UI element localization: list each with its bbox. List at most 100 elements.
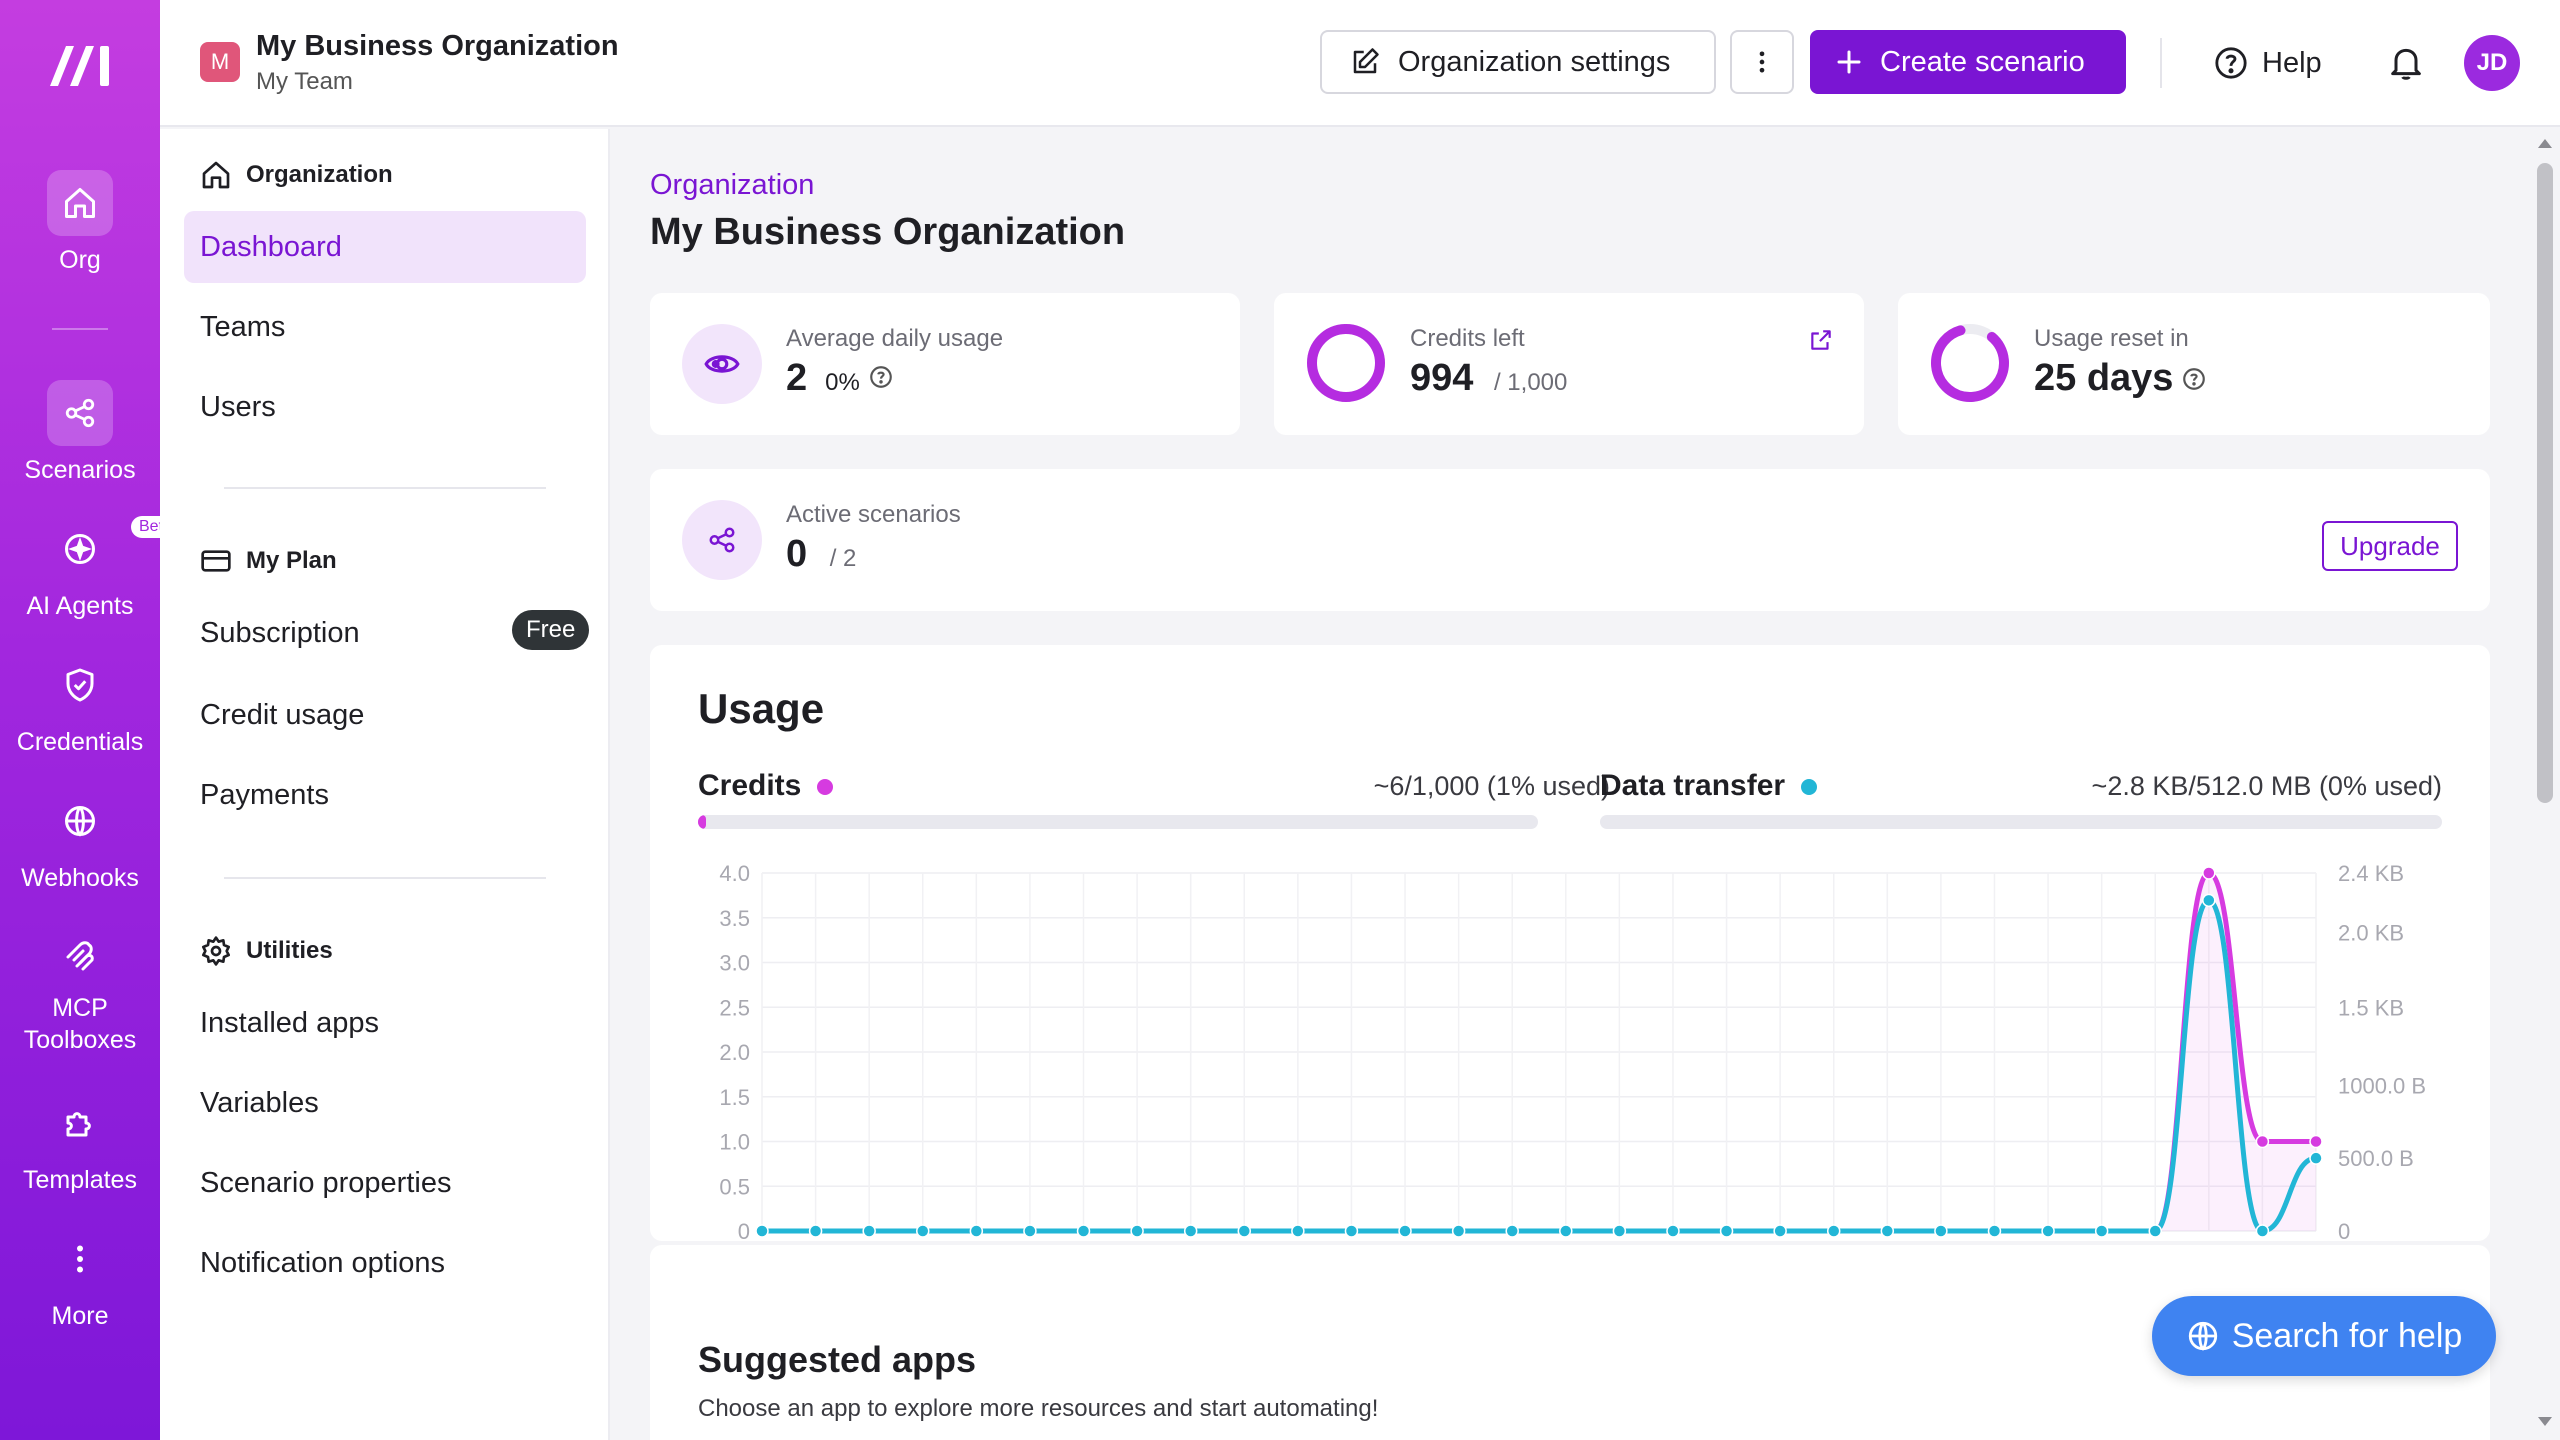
- data-point: [808, 1224, 823, 1238]
- search-for-help-button[interactable]: Search for help: [2152, 1296, 2496, 1376]
- sidebar-divider: [224, 877, 546, 879]
- stat-label: Credits left: [1410, 325, 1525, 352]
- main-rail: Org Scenarios Beta AI Agents Credentials…: [0, 0, 180, 1440]
- reset-value: 25 days: [2034, 357, 2207, 400]
- breadcrumb[interactable]: Organization: [650, 169, 815, 201]
- scroll-down-arrow-icon[interactable]: [2538, 1417, 2552, 1426]
- make-logo-icon[interactable]: [48, 42, 112, 88]
- sidebar-item-subscription[interactable]: Subscription Free: [184, 597, 590, 669]
- rail-label: AI Agents: [26, 592, 134, 620]
- sidebar-divider: [224, 487, 546, 489]
- credit-card-icon: [201, 550, 231, 572]
- sidebar-item-installed-apps[interactable]: Installed apps: [200, 1006, 379, 1039]
- rail-item-credentials[interactable]: Credentials: [0, 652, 160, 758]
- transfer-progress-bar: [1600, 815, 2442, 829]
- usage-chart: 4.0 3.5 3.0 2.5 2.0 1.5 1.0 0.5 0 2.4 KB 2.0 KB 1.5…: [719, 861, 2426, 1241]
- stat-label: Usage reset in: [2034, 325, 2189, 352]
- stat-value: 994: [1410, 357, 1474, 399]
- y-tick-label: 0: [738, 1219, 750, 1241]
- avg-usage-percent: 0%: [825, 369, 860, 396]
- page-scrollbar[interactable]: [2530, 129, 2560, 1440]
- y-tick-label: 3.5: [719, 906, 750, 931]
- bell-icon[interactable]: [2386, 42, 2426, 82]
- rail-label: Webhooks: [21, 864, 139, 892]
- rail-item-webhooks[interactable]: Webhooks: [0, 788, 160, 894]
- rail-label: MCP Toolboxes: [23, 994, 137, 1054]
- data-point: [1880, 1224, 1895, 1238]
- sidebar-item-variables[interactable]: Variables: [200, 1086, 319, 1119]
- eye-icon: [682, 324, 762, 404]
- upgrade-button[interactable]: Upgrade: [2322, 521, 2458, 571]
- rail-item-ai-agents[interactable]: Beta AI Agents: [0, 516, 180, 622]
- mcp-icon: [47, 924, 113, 990]
- scenarios-value: 0 / 2: [786, 533, 856, 576]
- rail-label: Credentials: [16, 728, 144, 756]
- puzzle-icon: [47, 1090, 113, 1156]
- credits-progress-bar: [698, 815, 1538, 829]
- sidebar-item-teams[interactable]: Teams: [200, 310, 286, 343]
- topbar-divider: [2160, 38, 2162, 88]
- rail-item-scenarios[interactable]: Scenarios: [0, 380, 160, 486]
- rail-item-mcp-toolboxes[interactable]: MCP Toolboxes: [0, 924, 160, 1056]
- org-avatar[interactable]: M: [200, 42, 240, 82]
- home-icon: [47, 170, 113, 236]
- data-point: [1183, 1224, 1198, 1238]
- search-for-help-label: Search for help: [2231, 1316, 2463, 1355]
- sidebar-item-payments[interactable]: Payments: [200, 778, 329, 811]
- credits-dot: [817, 779, 834, 796]
- scroll-up-arrow-icon[interactable]: [2538, 139, 2552, 148]
- sidebar-item-dashboard[interactable]: Dashboard: [184, 211, 586, 283]
- data-point: [1934, 1224, 1948, 1238]
- share-nodes-icon: [47, 380, 113, 446]
- more-vertical-icon: [47, 1226, 113, 1292]
- sidebar-item-credit-usage[interactable]: Credit usage: [200, 698, 365, 731]
- active-scenarios-card: Active scenarios 0 / 2 Upgrade: [650, 469, 2490, 611]
- user-avatar[interactable]: JD: [2464, 35, 2520, 91]
- team-name[interactable]: My Team: [256, 68, 353, 95]
- section-heading-label: My Plan: [246, 547, 337, 574]
- data-transfer-legend: Data transfer: [1600, 769, 1818, 803]
- create-scenario-button[interactable]: Create scenario: [1810, 30, 2126, 94]
- organization-section-heading: Organization: [200, 159, 393, 191]
- sidebar-item-notification-options[interactable]: Notification options: [200, 1246, 446, 1279]
- y-tick-label: 2.0: [719, 1040, 750, 1065]
- credits-ring-icon: [1307, 324, 1385, 402]
- main-content: Organization My Business Organization Av…: [612, 129, 2532, 1440]
- more-options-button[interactable]: [1730, 30, 1794, 94]
- y2-tick-label: 1.5 KB: [2338, 995, 2404, 1020]
- data-point: [2041, 1224, 2055, 1238]
- sidebar-item-scenario-properties[interactable]: Scenario properties: [200, 1166, 452, 1199]
- data-point: [1023, 1224, 1037, 1238]
- info-icon[interactable]: [2181, 366, 2207, 392]
- data-point: [2148, 1224, 2162, 1238]
- usage-card: Usage Credits ~6/1,000 (1% used) Data tr…: [650, 645, 2490, 1241]
- transfer-usage-value: ~2.8 KB/512.0 MB (0% used): [2091, 771, 2442, 801]
- avg-daily-usage-card: Average daily usage 2 0%: [650, 293, 1240, 435]
- data-point: [1344, 1224, 1359, 1238]
- sidebar-item-users[interactable]: Users: [200, 390, 276, 423]
- y-tick-label: 4.0: [719, 861, 750, 886]
- y2-tick-label: 500.0 B: [2338, 1146, 2414, 1171]
- y2-tick-label: 2.4 KB: [2338, 861, 2404, 886]
- data-point: [2309, 1151, 2323, 1165]
- data-point: [1076, 1224, 1091, 1238]
- external-link-icon[interactable]: [1808, 327, 1834, 353]
- scenarios-total: / 2: [829, 545, 857, 572]
- series-line: [761, 897, 2317, 1234]
- scrollbar-thumb[interactable]: [2537, 163, 2553, 803]
- rail-divider: [52, 328, 108, 330]
- info-icon[interactable]: [868, 364, 894, 390]
- plus-icon: [1837, 50, 1861, 74]
- avg-usage-value: 2 0%: [786, 357, 894, 400]
- org-name[interactable]: My Business Organization: [256, 30, 619, 62]
- data-point: [1398, 1224, 1412, 1238]
- help-button[interactable]: Help: [2214, 38, 2322, 88]
- create-scenario-label: Create scenario: [1880, 45, 2085, 78]
- help-label: Help: [2262, 46, 2322, 79]
- rail-item-templates[interactable]: Templates: [0, 1090, 160, 1196]
- gear-icon: [202, 936, 230, 966]
- rail-item-more[interactable]: More: [0, 1226, 160, 1332]
- organization-settings-button[interactable]: Organization settings: [1320, 30, 1716, 94]
- sidebar-item-label: Subscription: [200, 616, 360, 649]
- rail-item-org[interactable]: Org: [0, 170, 160, 276]
